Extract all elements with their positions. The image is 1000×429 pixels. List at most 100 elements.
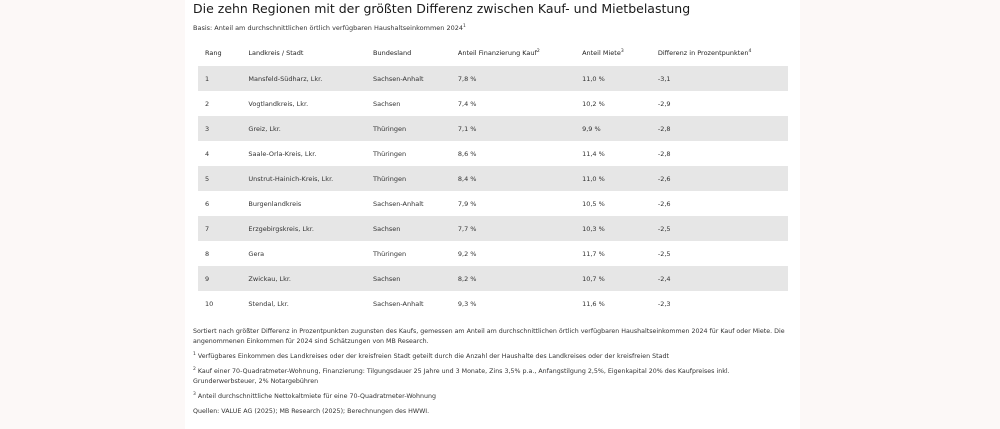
table-cell: 9,9 % — [575, 116, 651, 141]
footnote-ref: 3 — [620, 48, 624, 54]
column-header-label: Rang — [205, 49, 222, 57]
notes: Sortiert nach größter Differenz in Proze… — [193, 327, 793, 422]
table-cell: 7 — [198, 216, 242, 241]
table-cell: Thüringen — [366, 166, 451, 191]
regions-table: Rang Landkreis / Stadt Bundesland Anteil Fi… — [198, 40, 788, 316]
column-header-label: Differenz in Prozentpunkten — [657, 49, 749, 57]
sources: Quellen: VALUE AG (2025); MB Research (2… — [193, 408, 430, 415]
table-cell: 9,3 % — [457, 299, 477, 308]
table-cell: 11,6 % — [582, 299, 605, 308]
table-cell: -2,9 — [657, 99, 671, 108]
table-row: 10 Stendal, Lkr. Sachsen-Anhalt 9,3 % 11,6 %… — [198, 291, 788, 316]
table-cell: -2,4 — [650, 266, 788, 291]
subtitle-text: Basis: Anteil am durchschnittlichen örtl… — [193, 24, 464, 32]
table-cell: Zwickau, Lkr. — [241, 266, 367, 291]
table-cell: Unstrut-Hainich-Kreis, Lkr. — [241, 166, 367, 191]
table-row: 7 Erzgebirgskreis, Lkr. Sachsen 7,7 % 10,3 %… — [198, 216, 788, 241]
table-cell: -3,1 — [650, 66, 788, 91]
table-cell: 10,5 % — [582, 199, 605, 208]
table-cell: 11,7 % — [582, 249, 605, 258]
table-cell: 3 — [198, 116, 242, 141]
table-cell: 9 — [198, 266, 242, 291]
table-row: 3 Greiz, Lkr. Thüringen 7,1 % 9,9 % -2,8 — [198, 116, 788, 141]
sorting-note: Sortiert nach größter Differenz in Proze… — [193, 328, 785, 345]
table-cell: 6 — [205, 199, 210, 208]
table-cell: Stendal, Lkr. — [248, 299, 289, 308]
table-row: 9 Zwickau, Lkr. Sachsen 8,2 % 10,7 % -2,4 — [198, 266, 788, 291]
table-cell: 8,2 % — [450, 266, 576, 291]
table-cell: -2,8 — [657, 149, 671, 158]
table-cell: Thüringen — [373, 149, 407, 158]
footnote: 1 Verfügbares Einkommen des Landkreises … — [193, 352, 793, 362]
table-cell: 10,7 % — [575, 266, 651, 291]
table-cell: 8 — [205, 249, 210, 258]
table-cell: 11,4 % — [582, 149, 605, 158]
footnote-ref: 1 — [463, 23, 466, 29]
table-cell: -2,6 — [650, 166, 788, 191]
table-cell: Sachsen — [366, 216, 451, 241]
subtitle: Basis: Anteil am durchschnittlichen örtl… — [193, 24, 466, 32]
footnote: 3 Anteil durchschnittliche Nettokaltmiet… — [193, 392, 793, 402]
footnote-text: Verfügbares Einkommen des Landkreises od… — [197, 353, 669, 360]
footnote-number: 1 — [193, 351, 196, 357]
footnote-number: 3 — [193, 391, 196, 397]
table-cell: Gera — [248, 249, 265, 258]
table-row: 8 Gera Thüringen 9,2 % 11,7 % -2,5 — [198, 241, 788, 266]
table-cell: -2,3 — [657, 299, 671, 308]
footnote-ref: 2 — [536, 48, 540, 54]
table-cell: 10 — [205, 299, 214, 308]
footnote-ref: 4 — [748, 48, 752, 54]
table-cell: -2,6 — [657, 199, 671, 208]
column-header: Rang — [198, 40, 241, 66]
table-cell: 8,4 % — [450, 166, 576, 191]
table-row: 6 Burgenlandkreis Sachsen-Anhalt 7,9 % 10,5 … — [198, 191, 788, 216]
table-cell: Sachsen — [373, 99, 401, 108]
page-title: Die zehn Regionen mit der größten Differ… — [193, 1, 691, 16]
table-cell: 2 — [205, 99, 210, 108]
footnote: 2 Kauf einer 70-Quadratmeter-Wohnung, Fi… — [193, 367, 793, 387]
table-cell: 11,0 % — [575, 166, 651, 191]
table-row: 2 Vogtlandkreis, Lkr. Sachsen 7,4 % 10,2 % -2… — [198, 91, 788, 116]
table-cell: Thüringen — [373, 249, 407, 258]
column-header-label: Landkreis / Stadt — [248, 49, 304, 57]
table-cell: 7,1 % — [450, 116, 576, 141]
table-cell: Greiz, Lkr. — [241, 116, 367, 141]
column-header: Bundesland — [366, 40, 451, 66]
table-cell: Mansfeld-Südharz, Lkr. — [241, 66, 367, 91]
table-cell: -2,5 — [650, 216, 788, 241]
footnote-text: Kauf einer 70-Quadratmeter-Wohnung, Fina… — [193, 368, 730, 385]
table-cell: Sachsen-Anhalt — [366, 66, 451, 91]
table-cell: 7,8 % — [450, 66, 576, 91]
table-cell: Saale-Orla-Kreis, Lkr. — [248, 149, 317, 158]
column-header: Differenz in Prozentpunkten4 — [651, 40, 788, 66]
table-cell: Sachsen — [366, 266, 451, 291]
table-cell: Burgenlandkreis — [248, 199, 302, 208]
table-cell: Vogtlandkreis, Lkr. — [248, 99, 309, 108]
table-cell: Sachsen-Anhalt — [373, 199, 424, 208]
table-cell: -2,5 — [657, 249, 671, 258]
column-header-label: Bundesland — [373, 49, 412, 57]
column-header-label: Anteil Finanzierung Kauf — [457, 49, 537, 57]
table-row: 4 Saale-Orla-Kreis, Lkr. Thüringen 8,6 % 11,… — [198, 141, 788, 166]
column-header: Landkreis / Stadt — [241, 40, 366, 66]
table-row: 1 Mansfeld-Südharz, Lkr. Sachsen-Anhalt 7,8… — [198, 66, 788, 91]
table-cell: 5 — [198, 166, 242, 191]
table-cell: 10,2 % — [582, 99, 605, 108]
table-cell: 8,6 % — [457, 149, 477, 158]
table-cell: Sachsen-Anhalt — [373, 299, 424, 308]
table-cell: 4 — [205, 149, 210, 158]
table-cell: Thüringen — [366, 116, 451, 141]
table-cell: 7,4 % — [457, 99, 477, 108]
column-header: Anteil Miete3 — [575, 40, 651, 66]
table-cell: Erzgebirgskreis, Lkr. — [241, 216, 367, 241]
table-cell: 1 — [198, 66, 242, 91]
column-header-label: Anteil Miete — [582, 49, 621, 57]
table-cell: 11,0 % — [575, 66, 651, 91]
table-cell: 7,9 % — [457, 199, 477, 208]
table-cell: 10,3 % — [575, 216, 651, 241]
table-cell: 9,2 % — [457, 249, 477, 258]
table-row: 5 Unstrut-Hainich-Kreis, Lkr. Thüringen 8,4… — [198, 166, 788, 191]
table-cell: -2,8 — [650, 116, 788, 141]
column-header: Anteil Finanzierung Kauf2 — [451, 40, 575, 66]
footnote-number: 2 — [193, 366, 196, 372]
